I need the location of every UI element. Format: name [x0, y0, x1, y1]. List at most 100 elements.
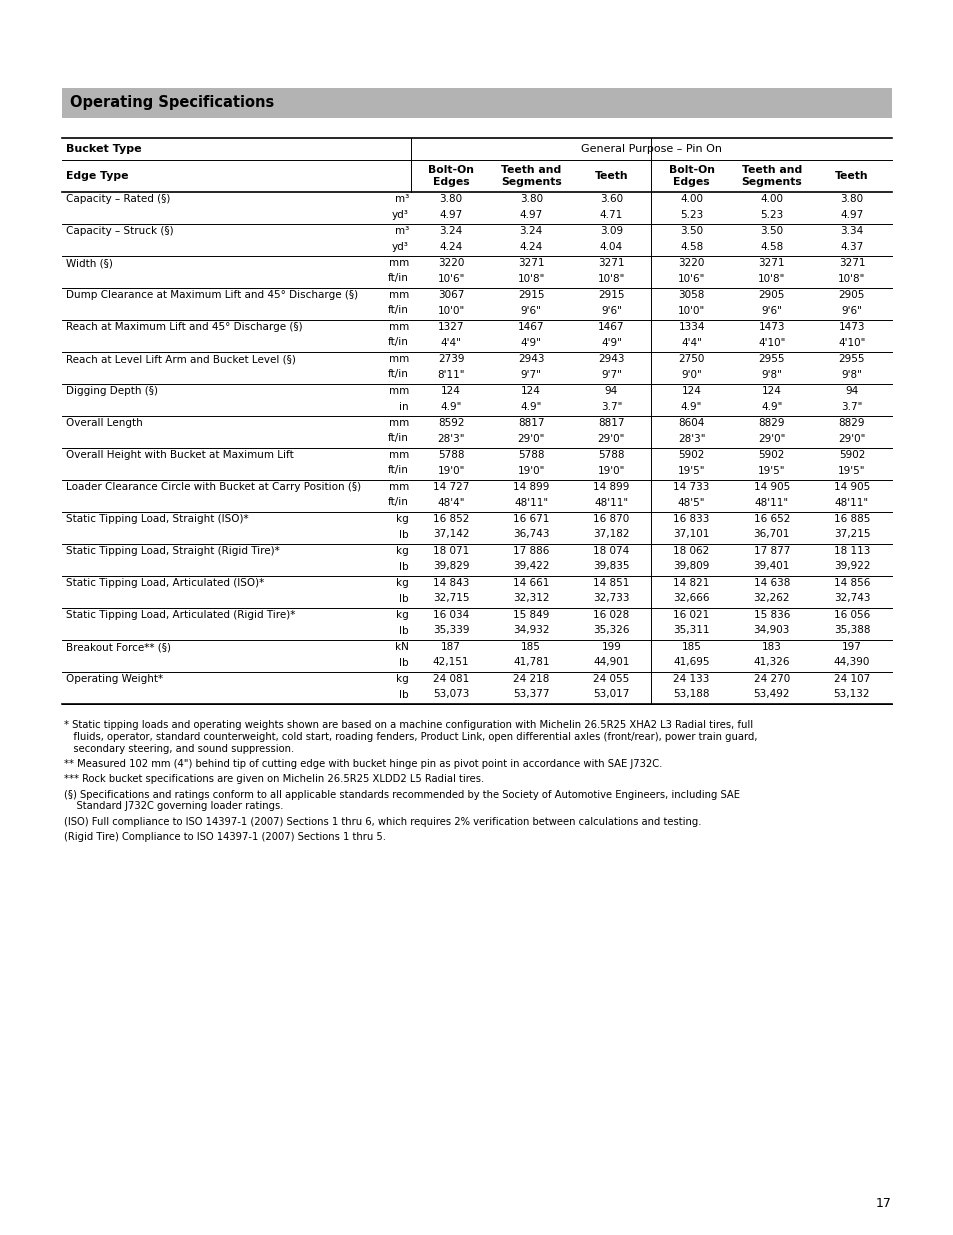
Text: Edge Type: Edge Type	[66, 170, 129, 182]
Text: 16 870: 16 870	[593, 515, 629, 525]
Text: 14 638: 14 638	[753, 578, 789, 589]
Text: 8604: 8604	[678, 419, 704, 429]
Text: 36,701: 36,701	[753, 530, 789, 540]
Text: 53,073: 53,073	[433, 689, 469, 699]
Text: 35,311: 35,311	[673, 625, 709, 636]
Text: 39,401: 39,401	[753, 562, 789, 572]
Text: 3058: 3058	[678, 290, 704, 300]
Text: 3.80: 3.80	[840, 194, 862, 205]
Text: ft/in: ft/in	[388, 466, 409, 475]
Text: 4.58: 4.58	[760, 242, 782, 252]
Text: 17 877: 17 877	[753, 547, 789, 557]
Text: ft/in: ft/in	[388, 369, 409, 379]
Text: Width (§): Width (§)	[66, 258, 112, 268]
Text: 14 727: 14 727	[433, 483, 469, 493]
Text: 2955: 2955	[758, 354, 784, 364]
Text: Standard J732C governing loader ratings.: Standard J732C governing loader ratings.	[64, 802, 283, 811]
Text: 4.24: 4.24	[439, 242, 462, 252]
Text: 5.23: 5.23	[760, 210, 782, 220]
Text: 19'5": 19'5"	[758, 466, 784, 475]
Text: 197: 197	[841, 642, 861, 652]
Text: 4.24: 4.24	[519, 242, 542, 252]
Text: kg: kg	[395, 610, 409, 620]
Text: 15 849: 15 849	[513, 610, 549, 620]
Text: 9'6": 9'6"	[600, 305, 621, 315]
Text: 9'8": 9'8"	[760, 369, 781, 379]
Text: 5902: 5902	[758, 451, 784, 461]
Text: * Static tipping loads and operating weights shown are based on a machine config: * Static tipping loads and operating wei…	[64, 720, 752, 730]
Text: 29'0": 29'0"	[598, 433, 624, 443]
Text: Teeth and
Segments: Teeth and Segments	[500, 164, 561, 188]
Text: secondary steering, and sound suppression.: secondary steering, and sound suppressio…	[64, 743, 294, 753]
Text: Bucket Type: Bucket Type	[66, 144, 141, 154]
Text: 4'9": 4'9"	[520, 337, 541, 347]
Text: 4'4": 4'4"	[680, 337, 701, 347]
Text: 39,809: 39,809	[673, 562, 709, 572]
Text: 34,932: 34,932	[513, 625, 549, 636]
Text: 4'9": 4'9"	[600, 337, 621, 347]
Text: kg: kg	[395, 578, 409, 589]
Text: 18 113: 18 113	[833, 547, 869, 557]
Text: kg: kg	[395, 547, 409, 557]
Text: 4.71: 4.71	[599, 210, 622, 220]
Text: 94: 94	[844, 387, 858, 396]
Text: 28'3": 28'3"	[436, 433, 464, 443]
Text: 24 107: 24 107	[833, 674, 869, 684]
Text: kN: kN	[395, 642, 409, 652]
Text: 37,142: 37,142	[433, 530, 469, 540]
Text: 16 056: 16 056	[833, 610, 869, 620]
Text: 3.7": 3.7"	[841, 401, 862, 411]
Text: 48'11": 48'11"	[514, 498, 548, 508]
Text: 124: 124	[761, 387, 781, 396]
Text: 8829: 8829	[758, 419, 784, 429]
Text: 14 851: 14 851	[593, 578, 629, 589]
Text: 4.04: 4.04	[599, 242, 622, 252]
Text: Teeth: Teeth	[594, 170, 628, 182]
Text: 3271: 3271	[758, 258, 784, 268]
Text: 16 885: 16 885	[833, 515, 869, 525]
Text: 14 661: 14 661	[513, 578, 549, 589]
Text: General Purpose – Pin On: General Purpose – Pin On	[580, 144, 721, 154]
Text: Static Tipping Load, Straight (Rigid Tire)*: Static Tipping Load, Straight (Rigid Tir…	[66, 547, 279, 557]
Text: 183: 183	[761, 642, 781, 652]
Text: 3220: 3220	[678, 258, 704, 268]
Text: 19'5": 19'5"	[838, 466, 864, 475]
Text: ** Measured 102 mm (4") behind tip of cutting edge with bucket hinge pin as pivo: ** Measured 102 mm (4") behind tip of cu…	[64, 760, 661, 769]
Text: 4.00: 4.00	[760, 194, 782, 205]
Text: Loader Clearance Circle with Bucket at Carry Position (§): Loader Clearance Circle with Bucket at C…	[66, 483, 361, 493]
Text: 53,132: 53,132	[833, 689, 869, 699]
Text: 32,715: 32,715	[433, 594, 469, 604]
Text: 10'8": 10'8"	[838, 273, 864, 284]
Text: lb: lb	[399, 530, 409, 540]
Text: Reach at Maximum Lift and 45° Discharge (§): Reach at Maximum Lift and 45° Discharge …	[66, 322, 302, 332]
Text: 41,781: 41,781	[513, 657, 549, 667]
Text: 10'0": 10'0"	[437, 305, 464, 315]
Text: 48'4": 48'4"	[436, 498, 464, 508]
Text: mm: mm	[388, 290, 409, 300]
Text: 14 856: 14 856	[833, 578, 869, 589]
Text: 185: 185	[520, 642, 540, 652]
Text: 44,390: 44,390	[833, 657, 869, 667]
Text: m³: m³	[395, 194, 409, 205]
Text: 41,326: 41,326	[753, 657, 789, 667]
Text: 3.34: 3.34	[840, 226, 862, 236]
Text: 24 081: 24 081	[433, 674, 469, 684]
Text: 3.50: 3.50	[760, 226, 782, 236]
Text: 37,215: 37,215	[833, 530, 869, 540]
Text: 3220: 3220	[437, 258, 464, 268]
Text: 16 671: 16 671	[513, 515, 549, 525]
Text: 4'4": 4'4"	[440, 337, 461, 347]
Text: 124: 124	[681, 387, 700, 396]
Text: lb: lb	[399, 625, 409, 636]
Text: 2905: 2905	[758, 290, 784, 300]
Text: 32,312: 32,312	[513, 594, 549, 604]
Text: 32,733: 32,733	[593, 594, 629, 604]
Text: 41,695: 41,695	[673, 657, 709, 667]
Text: 9'8": 9'8"	[841, 369, 862, 379]
Text: yd³: yd³	[392, 242, 409, 252]
Text: 14 899: 14 899	[513, 483, 549, 493]
Text: 29'0": 29'0"	[517, 433, 544, 443]
Text: Static Tipping Load, Articulated (Rigid Tire)*: Static Tipping Load, Articulated (Rigid …	[66, 610, 295, 620]
Text: 24 270: 24 270	[753, 674, 789, 684]
Text: Bolt-On
Edges: Bolt-On Edges	[668, 164, 714, 188]
